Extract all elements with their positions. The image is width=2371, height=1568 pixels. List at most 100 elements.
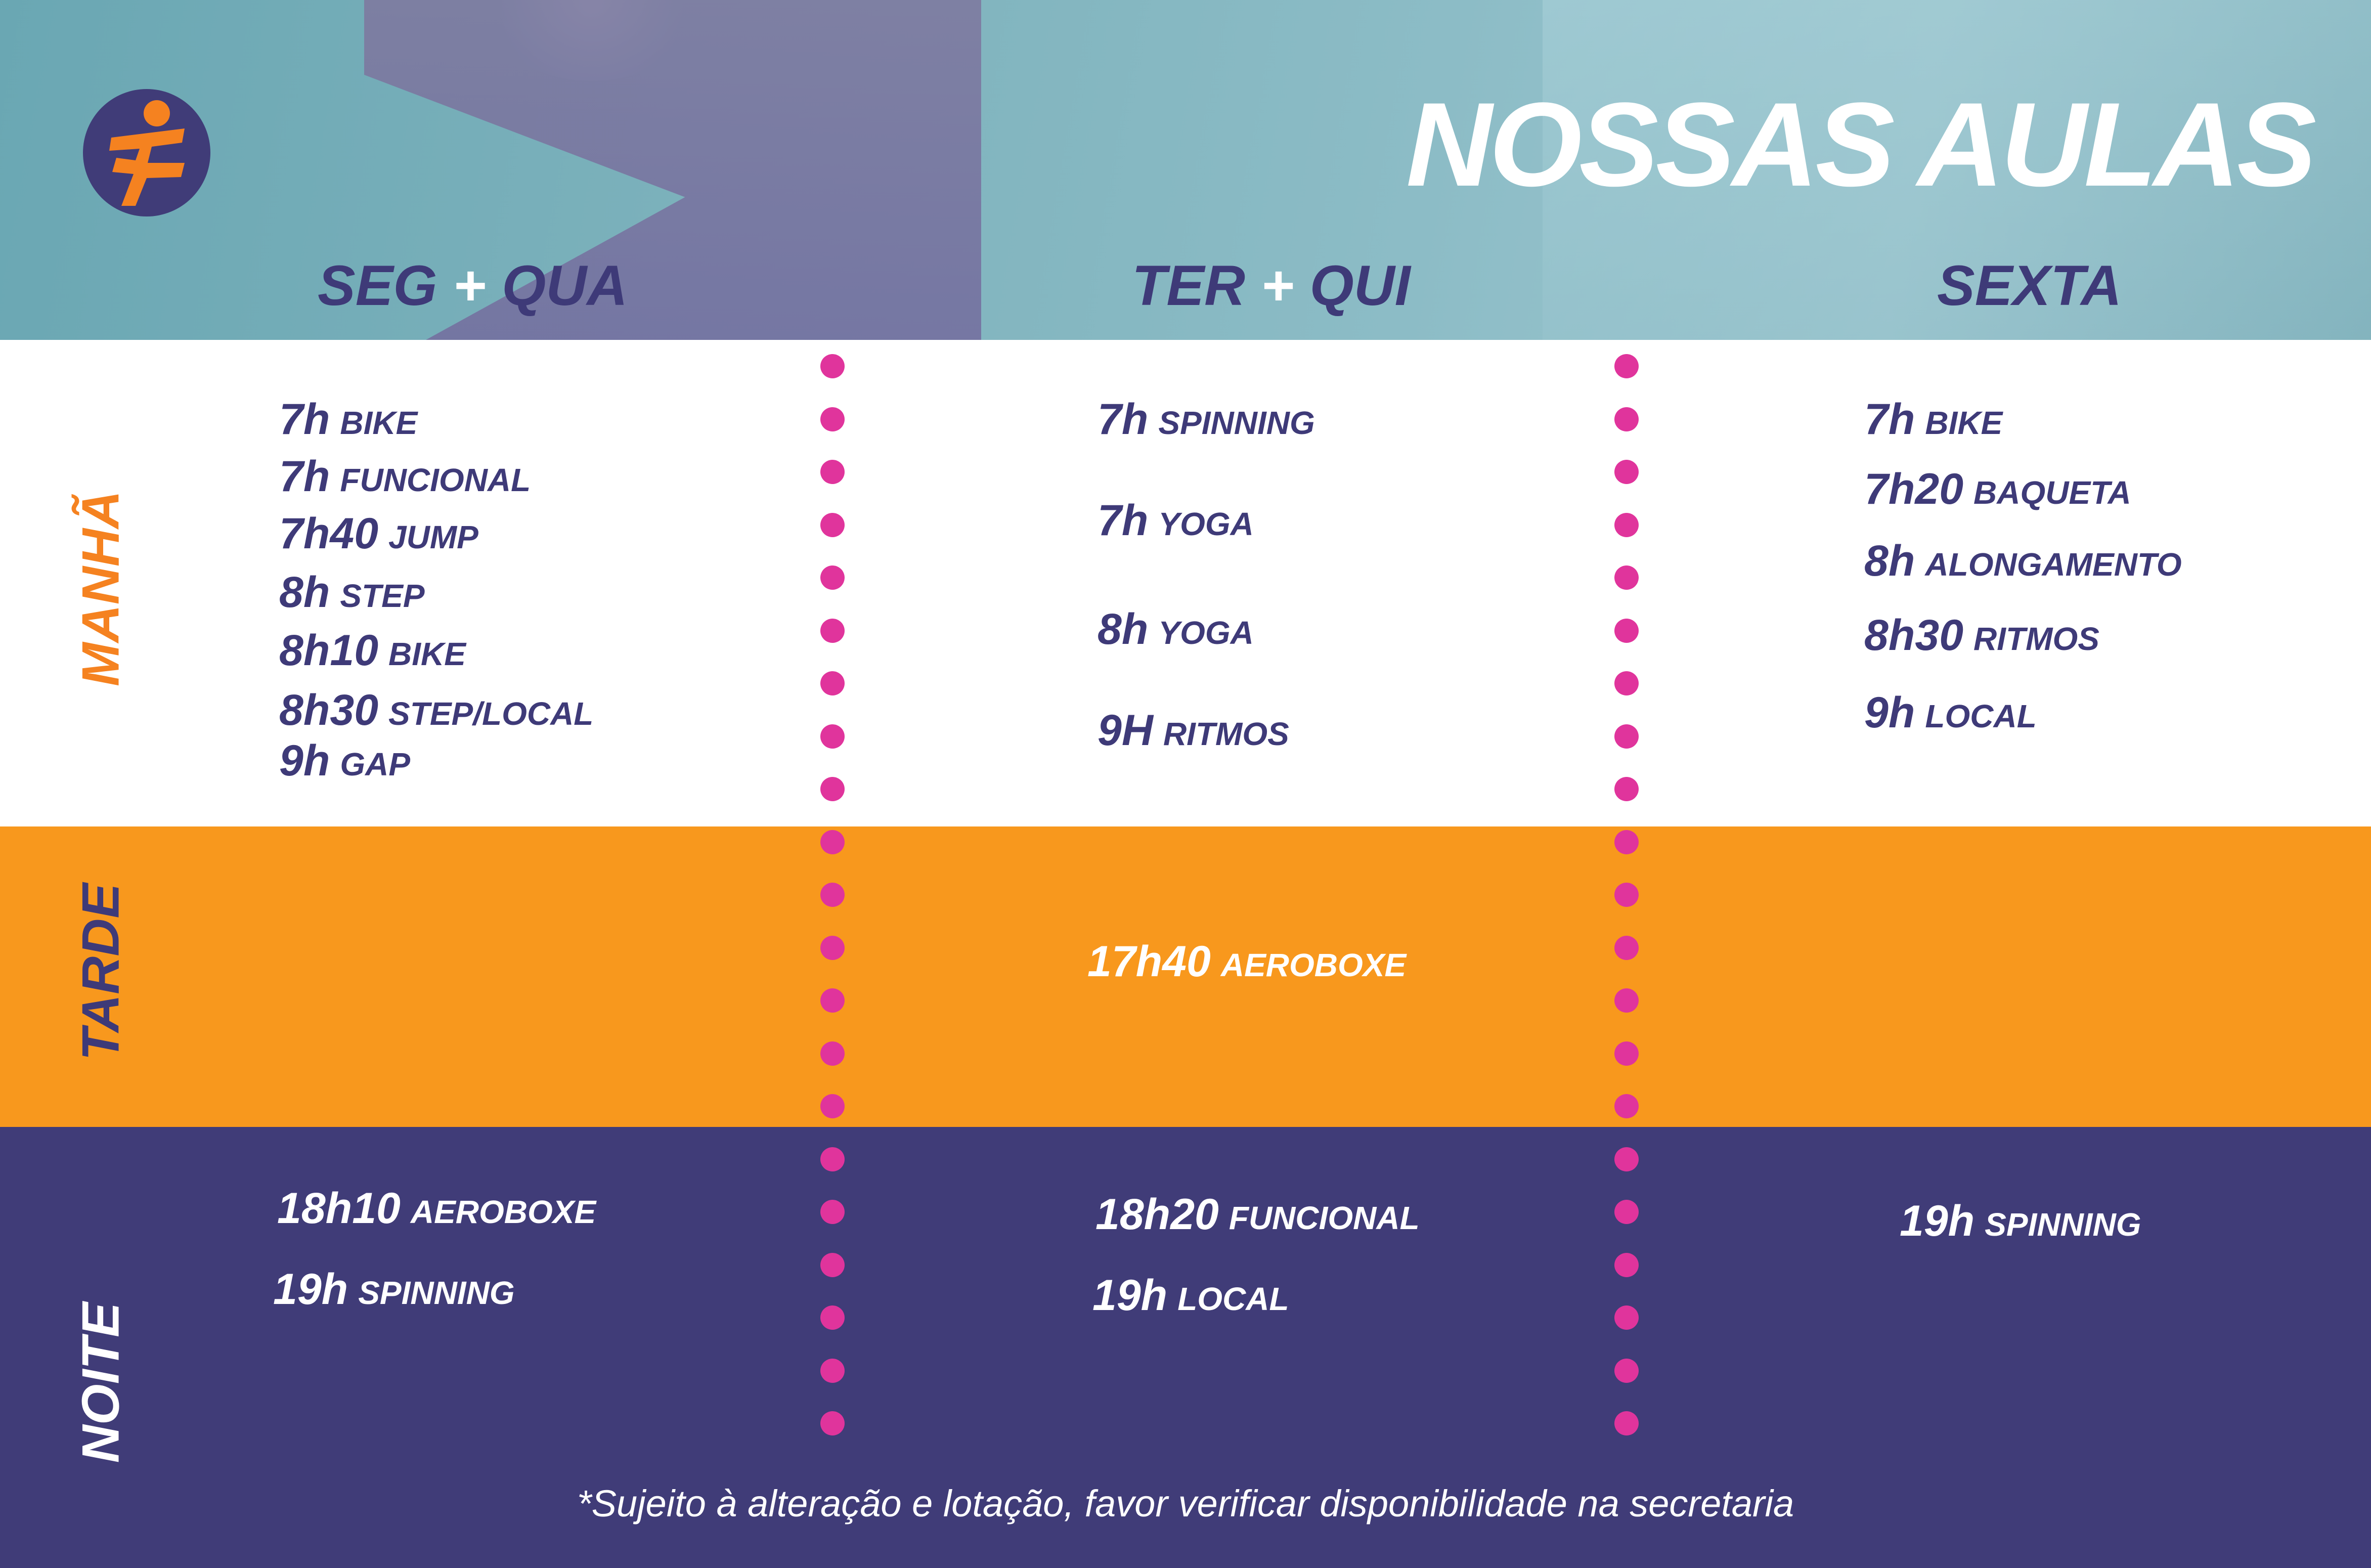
- separator-dot: [820, 460, 845, 484]
- separator-dot: [1614, 883, 1639, 907]
- class-entry: 9H RITMOS: [1097, 706, 1289, 756]
- day-name: SEG: [318, 254, 437, 317]
- day-name: QUA: [502, 254, 628, 317]
- separator-dot: [1614, 988, 1639, 1013]
- separator-dot: [1614, 565, 1639, 590]
- separator-dot: [1614, 407, 1639, 431]
- header: NOSSAS AULAS SEG + QUA TER + QUI SEXTA: [0, 0, 2371, 340]
- class-time: 7h: [279, 452, 330, 501]
- day-name: SEXTA: [1937, 254, 2122, 317]
- separator-dot: [1614, 1200, 1639, 1224]
- class-time: 8h30: [279, 686, 379, 734]
- separator-dot: [820, 1305, 845, 1330]
- runner-logo-icon: [83, 89, 210, 216]
- class-time: 9H: [1097, 706, 1153, 755]
- class-entry: 18h20 FUNCIONAL: [1095, 1190, 1420, 1240]
- separator-dot: [1614, 830, 1639, 854]
- separator-dot: [820, 1252, 845, 1277]
- class-entry: 19h SPINNING: [1900, 1196, 2141, 1246]
- separator-dot: [1614, 1041, 1639, 1066]
- separator-dot: [820, 671, 845, 695]
- class-time: 7h: [1864, 395, 1915, 444]
- class-name: YOGA: [1158, 506, 1254, 542]
- separator-dot: [820, 407, 845, 431]
- class-time: 8h: [279, 568, 330, 617]
- separator-dot: [820, 1411, 845, 1435]
- class-name: RITMOS: [1163, 716, 1289, 752]
- class-name: JUMP: [388, 519, 478, 555]
- morning-band: [0, 340, 2371, 826]
- class-name: FUNCIONAL: [1228, 1200, 1420, 1236]
- separator-dot: [1614, 512, 1639, 537]
- class-entry: 7h FUNCIONAL: [279, 452, 531, 502]
- day-header-mon-wed: SEG + QUA: [318, 253, 628, 318]
- separator-dot: [1614, 1305, 1639, 1330]
- separator-dot: [1614, 724, 1639, 749]
- class-name: BIKE: [340, 405, 418, 441]
- class-name: SPINNING: [358, 1275, 515, 1311]
- class-entry: 8h30 STEP/LOCAL: [279, 685, 593, 735]
- class-entry: 8h STEP: [279, 568, 425, 618]
- afternoon-band: [0, 826, 2371, 1127]
- class-entry: 7h20 BAQUETA: [1864, 464, 2131, 514]
- class-name: FUNCIONAL: [340, 462, 531, 498]
- day-name: TER: [1132, 254, 1245, 317]
- class-name: GAP: [340, 746, 411, 782]
- separator-dot: [1614, 1358, 1639, 1383]
- class-name: BIKE: [1925, 405, 2003, 441]
- class-name: STEP: [340, 578, 425, 614]
- class-entry: 7h SPINNING: [1097, 395, 1315, 445]
- period-label-morning: MANHÃ: [71, 490, 130, 687]
- class-entry: 8h YOGA: [1097, 604, 1254, 655]
- separator-dot: [820, 935, 845, 960]
- separator-dot: [820, 830, 845, 854]
- separator-dot: [1614, 1411, 1639, 1435]
- separator-dot: [820, 883, 845, 907]
- separator-dot: [820, 777, 845, 801]
- class-name: BIKE: [388, 636, 466, 672]
- separator-dot: [820, 988, 845, 1013]
- day-name: QUI: [1309, 254, 1411, 317]
- separator-dot: [820, 724, 845, 749]
- day-header-fri: SEXTA: [1937, 253, 2122, 318]
- separator-dot: [820, 354, 845, 378]
- disclaimer-note: *Sujeito à alteração e lotação, favor ve…: [577, 1483, 1794, 1525]
- page-title: NOSSAS AULAS: [1406, 78, 2316, 211]
- class-time: 19h: [1900, 1197, 1975, 1245]
- separator-dot: [820, 1094, 845, 1118]
- class-entry: 7h BIKE: [1864, 395, 2002, 445]
- class-time: 8h: [1097, 605, 1149, 654]
- class-time: 7h: [279, 395, 330, 444]
- class-name: AEROBOXE: [410, 1194, 596, 1230]
- class-time: 19h: [273, 1265, 348, 1314]
- class-time: 18h10: [277, 1184, 401, 1233]
- separator-dot: [820, 1358, 845, 1383]
- class-time: 9h: [279, 736, 330, 785]
- class-time: 7h20: [1864, 465, 1964, 513]
- class-entry: 9h GAP: [279, 736, 410, 786]
- class-time: 8h10: [279, 626, 379, 675]
- class-entry: 7h YOGA: [1097, 496, 1254, 546]
- separator-dot: [1614, 618, 1639, 643]
- class-time: 18h20: [1095, 1190, 1219, 1239]
- class-time: 8h30: [1864, 611, 1964, 660]
- class-entry: 9h LOCAL: [1864, 688, 2037, 738]
- separator-dot: [1614, 1252, 1639, 1277]
- separator-dot: [820, 618, 845, 643]
- class-entry: 8h30 RITMOS: [1864, 611, 2099, 661]
- day-plus: +: [1261, 254, 1294, 317]
- class-name: RITMOS: [1973, 621, 2099, 657]
- class-entry: 7h40 JUMP: [279, 509, 478, 559]
- period-label-afternoon: TARDE: [71, 883, 130, 1061]
- class-name: LOCAL: [1177, 1281, 1289, 1317]
- header-light-shape: [1543, 0, 2371, 340]
- separator-dot: [820, 1147, 845, 1171]
- class-entry: 19h SPINNING: [273, 1265, 515, 1315]
- separator-dot: [820, 1041, 845, 1066]
- separator-dot: [1614, 777, 1639, 801]
- separator-dot: [820, 512, 845, 537]
- separator-dot: [1614, 460, 1639, 484]
- separator-dot: [1614, 354, 1639, 378]
- class-entry: 18h10 AEROBOXE: [277, 1184, 596, 1234]
